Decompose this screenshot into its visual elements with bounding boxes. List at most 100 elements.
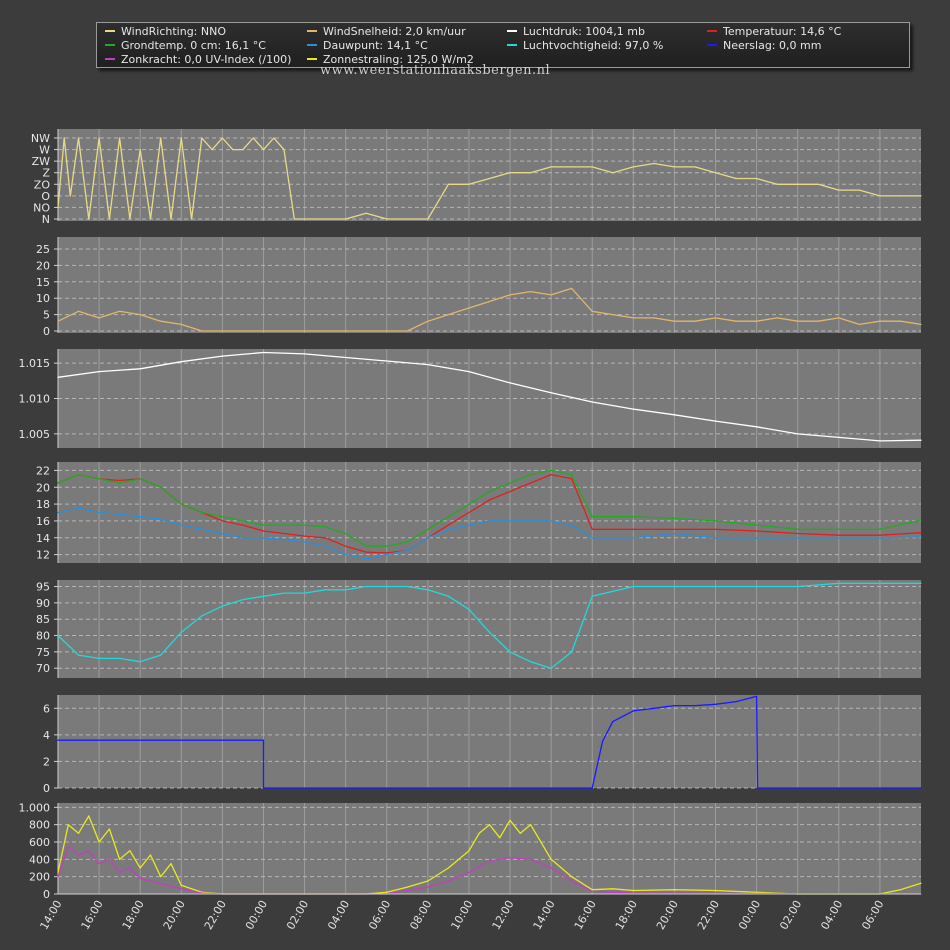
legend-swatch	[707, 30, 717, 32]
data-point	[324, 218, 326, 220]
data-point	[632, 516, 634, 518]
legend-label: Luchtvochtigheid: 97,0 %	[523, 39, 664, 52]
data-point	[529, 172, 532, 174]
y-tick-label: 20	[36, 481, 50, 494]
data-point	[98, 511, 100, 514]
data-point	[632, 889, 634, 892]
data-point	[447, 524, 450, 526]
data-point	[756, 524, 758, 526]
data-point	[714, 172, 717, 174]
data-point	[735, 701, 737, 703]
data-point	[262, 524, 265, 526]
data-point	[756, 585, 758, 588]
y-tick-label: Z	[42, 167, 50, 180]
data-point	[57, 876, 59, 878]
data-point	[509, 819, 511, 821]
data-point	[879, 582, 881, 584]
data-point	[591, 528, 593, 530]
y-tick-label: N	[42, 213, 50, 226]
data-point	[673, 528, 676, 530]
data-point	[57, 739, 59, 741]
data-point	[550, 667, 552, 669]
data-point	[714, 317, 717, 319]
data-point	[653, 317, 655, 319]
data-point	[632, 317, 634, 319]
chart-legend: WindRichting: NNO WindSnelheid: 2,0 km/uu…	[96, 22, 910, 68]
data-point	[324, 526, 326, 528]
data-point	[88, 815, 90, 817]
legend-item: Neerslag: 0,0 mm	[707, 39, 821, 53]
data-point	[756, 537, 758, 539]
data-point	[797, 433, 799, 435]
data-point	[221, 605, 223, 607]
series-line-neerslag	[58, 695, 921, 789]
data-point	[468, 503, 470, 505]
data-point	[756, 695, 758, 697]
data-point	[879, 528, 881, 530]
data-point	[447, 314, 450, 316]
data-point	[149, 218, 152, 220]
data-point	[571, 524, 573, 526]
data-point	[468, 511, 470, 514]
data-point	[139, 368, 141, 370]
data-point	[714, 889, 717, 892]
data-point	[427, 886, 429, 888]
x-tick-label: 18:00	[120, 898, 147, 932]
legend-swatch	[105, 30, 115, 32]
data-point	[509, 490, 511, 493]
data-point	[488, 824, 491, 826]
data-point	[899, 320, 902, 322]
data-point	[797, 585, 799, 588]
data-point	[529, 482, 532, 484]
data-point	[838, 528, 840, 530]
data-point	[180, 884, 182, 886]
data-point	[98, 137, 100, 139]
data-point	[324, 537, 326, 539]
data-point	[838, 317, 840, 319]
data-point	[632, 408, 634, 410]
data-point	[365, 212, 367, 214]
data-point	[232, 148, 234, 151]
data-point	[571, 474, 573, 476]
data-point	[653, 707, 655, 709]
series-line-zonnestraling	[57, 815, 922, 895]
x-tick-label: 12:00	[490, 898, 517, 932]
legend-swatch	[307, 44, 317, 46]
data-point	[262, 537, 265, 539]
data-point	[920, 882, 922, 884]
data-point	[345, 218, 347, 220]
data-point	[540, 841, 542, 843]
data-point	[478, 832, 480, 834]
data-point	[77, 137, 80, 139]
legend-item: Zonnestraling: 125,0 W/m2	[307, 53, 474, 67]
data-point	[221, 137, 223, 139]
data-point	[262, 148, 265, 151]
solar-panel-bg	[58, 803, 921, 894]
data-point	[283, 532, 285, 535]
data-point	[386, 553, 388, 556]
data-point	[180, 524, 182, 526]
data-point	[221, 532, 223, 535]
data-point	[170, 218, 172, 220]
data-point	[119, 137, 121, 139]
legend-swatch	[507, 30, 517, 32]
data-point	[406, 549, 408, 551]
data-point	[488, 631, 491, 633]
data-point	[427, 320, 429, 322]
data-point	[242, 599, 244, 601]
data-point	[119, 482, 121, 484]
y-tick-label: 600	[29, 836, 50, 849]
legend-item: Dauwpunt: 14,1 °C	[307, 39, 428, 53]
data-point	[714, 520, 717, 522]
data-point	[386, 218, 388, 220]
legend-swatch	[307, 58, 317, 60]
data-point	[601, 740, 604, 743]
data-point	[756, 891, 758, 893]
data-point	[283, 592, 285, 594]
data-point	[920, 519, 922, 521]
legend-swatch	[105, 58, 115, 60]
data-point	[550, 867, 552, 869]
wind-speed-panel-bg	[58, 237, 921, 333]
data-point	[365, 551, 367, 553]
data-point	[139, 867, 141, 869]
